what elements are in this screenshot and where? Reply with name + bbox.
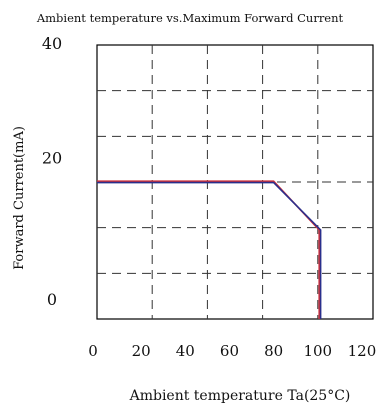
x-tick-label: 20 <box>132 342 151 360</box>
y-tick-label: 20 <box>42 148 62 167</box>
x-tick-label: 100 <box>303 342 332 360</box>
y-tick-labels: 40 20 0 <box>42 34 62 309</box>
y-axis-label: Forward Current(mA) <box>12 126 27 270</box>
series-group <box>97 180 322 319</box>
chart-title: Ambient temperature vs.Maximum Forward C… <box>36 11 344 25</box>
x-tick-label: 60 <box>220 342 239 360</box>
x-tick-label: 0 <box>88 342 98 360</box>
y-tick-label: 0 <box>47 290 57 309</box>
x-tick-label: 40 <box>176 342 195 360</box>
x-tick-label: 120 <box>348 342 377 360</box>
series-line-2 <box>97 181 322 319</box>
y-tick-label: 40 <box>42 34 62 53</box>
grid <box>97 45 373 319</box>
x-tick-labels: 0 20 40 60 80 100 120 <box>88 342 376 360</box>
x-tick-label: 80 <box>264 342 283 360</box>
x-axis-label: Ambient temperature Ta(25°C) <box>129 388 351 404</box>
series-line-1 <box>97 180 321 319</box>
